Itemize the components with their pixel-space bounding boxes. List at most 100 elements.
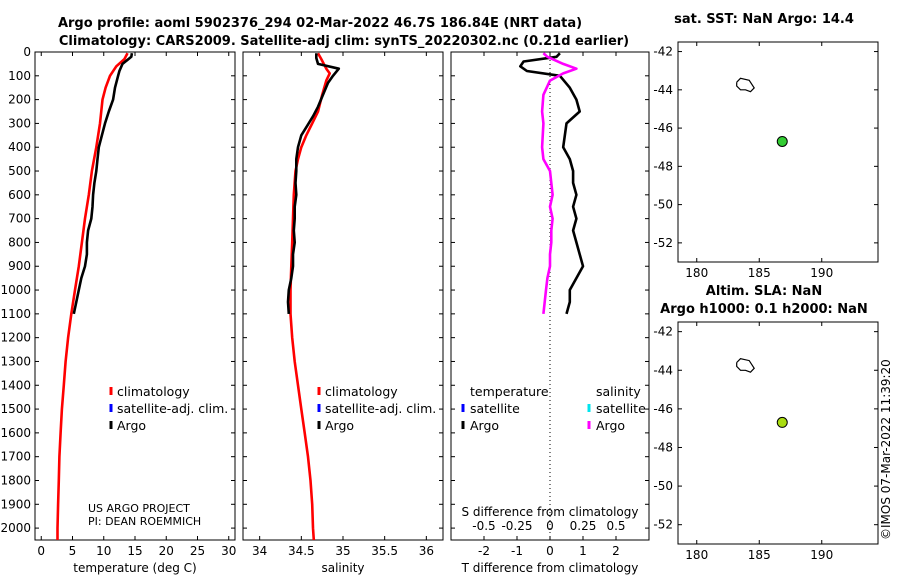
legend-label: Argo [325,418,354,433]
panel-salinity: 34 34.5 35 35.5 36 salinity climatology satelli… [242,51,444,575]
y-tick-label: 1800 [0,473,31,487]
x-tick-label: 0 [37,544,45,558]
legend-label: satellite [470,401,520,416]
y-tick-label: -46 [653,121,673,135]
y-tick-label: 500 [8,164,31,178]
y-tick-label: 1700 [0,450,31,464]
y-tick-label: -48 [653,440,673,454]
legend-salinity-title: salinity [596,384,641,399]
series-line-argo [72,52,134,315]
x-tick-label: 180 [685,266,708,280]
float-location-marker [776,416,788,428]
axes-box-temperature [34,51,236,541]
x-tick-label: -1 [511,544,523,558]
figure-title-line1: Argo profile: aoml 5902376_294 02-Mar-20… [58,16,582,31]
y-tick-label: 0 [23,45,31,59]
panel-temperature: 0100200300400500600700800900100011001200… [0,45,236,575]
x-tick-label: 0 [546,544,554,558]
s-tick-label: -0.25 [501,519,532,533]
x-tick-label: 36 [419,544,434,558]
x-axis-label: T difference from climatology [461,561,639,575]
x-tick-label: 35.5 [371,544,398,558]
imos-stamp: ©IMOS 07-Mar-2022 11:39:20 [879,359,893,540]
x-tick-label: 185 [748,548,771,562]
axes-box-salinity [242,51,444,541]
map-sla-title: Altim. SLA: NaN [706,284,822,299]
x-tick-label: -2 [478,544,490,558]
legend-label: Argo [117,418,146,433]
x-tick-label: 5 [69,544,77,558]
figure-title-line2: Climatology: CARS2009. Satellite-adj cli… [59,34,629,49]
x-tick-label: 35 [335,544,350,558]
series-line-climatology [56,52,129,540]
credit-project: US ARGO PROJECT [88,502,190,515]
x-axis-label: temperature (deg C) [73,561,196,575]
map-map_sla: -42 -44 -46 -48 -50 -52 180 185 190 [653,321,879,562]
legend-label: satellite [596,401,646,416]
y-tick-label: -52 [653,518,673,532]
coastline [736,77,755,93]
y-tick-label: 1300 [0,354,31,368]
x-tick-label: 34.5 [288,544,315,558]
y-tick-label: 700 [8,212,31,226]
plot-area: 0100200300400500600700800900100011001200… [0,41,879,575]
legend-label: satellite-adj. clim. [325,401,436,416]
y-tick-label: 400 [8,140,31,154]
y-tick-label: -48 [653,159,673,173]
x-tick-label: 15 [127,544,142,558]
credit-pi: PI: DEAN ROEMMICH [88,515,201,528]
x-axis-label: salinity [321,561,364,575]
legend-label: satellite-adj. clim. [117,401,228,416]
legend-label: climatology [117,384,190,399]
y-tick-label: 1900 [0,497,31,511]
y-tick-label: 1000 [0,283,31,297]
y-tick-label: -46 [653,402,673,416]
series-line-t-diff [518,52,585,315]
y-tick-label: 2000 [0,521,31,535]
y-tick-label: 300 [8,116,31,130]
coastline [736,358,755,373]
map-frame [677,41,879,263]
y-tick-label: 800 [8,235,31,249]
x-tick-label: 190 [810,266,833,280]
x-tick-label: 190 [810,548,833,562]
series-line-argo [286,53,341,314]
x-tick-label: 1 [579,544,587,558]
y-tick-label: 900 [8,259,31,273]
y-tick-label: 1500 [0,402,31,416]
x-tick-label: 2 [612,544,620,558]
map-frame [677,321,879,545]
s-tick-label: 0.5 [606,519,625,533]
y-tick-label: -42 [653,325,673,339]
y-tick-label: 1600 [0,426,31,440]
legend-label: Argo [470,418,499,433]
x-tick-label: 10 [96,544,111,558]
x-tick-label: 25 [190,544,205,558]
y-tick-label: 100 [8,69,31,83]
s-axis-label: S difference from climatology [462,505,639,519]
s-tick-label: 0 [546,519,554,533]
y-tick-label: 600 [8,188,31,202]
legend-label: Argo [596,418,625,433]
map-sla-subtitle: Argo h1000: 0.1 h2000: NaN [660,302,868,317]
x-tick-label: 34 [252,544,267,558]
map-sst-title: sat. SST: NaN Argo: 14.4 [674,12,854,27]
float-location-marker [776,135,788,147]
s-tick-label: 0.25 [570,519,597,533]
s-tick-label: -0.5 [472,519,495,533]
x-tick-label: 20 [159,544,174,558]
y-tick-label: -52 [653,236,673,250]
series-line-s-diff [540,52,578,315]
y-tick-label: -42 [653,45,673,59]
legend-temperature-title: temperature [470,384,549,399]
y-tick-label: 1400 [0,378,31,392]
y-tick-label: -44 [653,363,673,377]
y-tick-label: 1100 [0,307,31,321]
y-tick-label: -50 [653,479,673,493]
map-map_sst: -42 -44 -46 -48 -50 -52 180 185 190 [653,41,879,280]
x-tick-label: 30 [221,544,236,558]
y-tick-label: 200 [8,93,31,107]
x-tick-label: 180 [685,548,708,562]
x-tick-label: 185 [748,266,771,280]
